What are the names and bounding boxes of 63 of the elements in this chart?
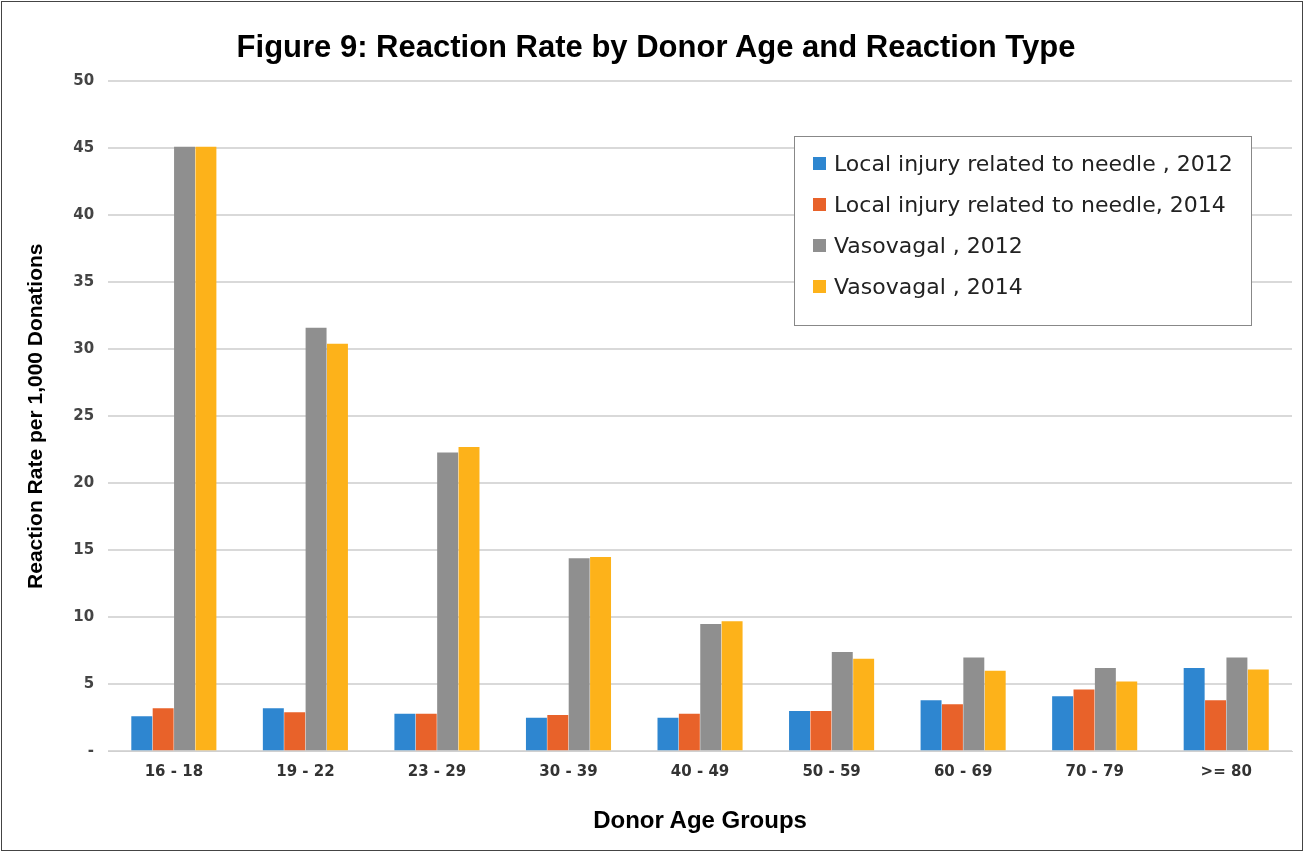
- y-tick-label: 50: [73, 71, 95, 90]
- y-tick-label: 35: [73, 272, 95, 291]
- bar: [1052, 696, 1074, 751]
- x-tick-label: >= 80: [1200, 762, 1252, 781]
- legend-label: Local injury related to needle , 2012: [834, 151, 1233, 177]
- y-tick-label: 15: [73, 540, 95, 559]
- legend-label: Vasovagal , 2012: [834, 233, 1023, 259]
- bar: [590, 556, 612, 751]
- bar: [1094, 668, 1116, 751]
- x-tick-label: 40 - 49: [670, 762, 730, 781]
- bar: [547, 715, 569, 751]
- bar: [326, 343, 348, 751]
- bar: [831, 652, 853, 751]
- bar: [1226, 657, 1248, 751]
- bar: [262, 708, 284, 751]
- bar: [305, 327, 327, 751]
- bar: [789, 711, 810, 751]
- bar: [853, 658, 875, 751]
- bar: [437, 452, 459, 751]
- bar: [458, 447, 480, 751]
- bar: [657, 717, 679, 751]
- bar: [174, 146, 196, 751]
- x-tick-label: 23 - 29: [407, 762, 467, 781]
- chart-title: Figure 9: Reaction Rate by Donor Age and Reaction Type: [236, 29, 1076, 65]
- legend-label: Vasovagal , 2014: [834, 274, 1023, 300]
- bar: [1205, 700, 1227, 751]
- x-tick-label: 30 - 39: [539, 762, 598, 781]
- y-tick-label: 45: [73, 138, 95, 157]
- bar: [568, 558, 590, 751]
- y-axis-title: Reaction Rate per 1,000 Donations: [23, 243, 47, 589]
- bar: [1116, 681, 1138, 751]
- bar: [920, 700, 942, 751]
- bar: [284, 712, 306, 751]
- y-tick-label: 40: [73, 205, 95, 224]
- bar: [700, 623, 722, 751]
- x-tick-label: 16 - 18: [144, 762, 204, 781]
- y-tick-label: 30: [73, 339, 95, 358]
- legend-label: Local injury related to needle, 2014: [834, 192, 1226, 218]
- x-tick-label: 70 - 79: [1065, 762, 1124, 781]
- bar: [810, 711, 832, 751]
- x-tick-label: 50 - 59: [802, 762, 861, 781]
- bar: [963, 657, 985, 751]
- bar: [984, 670, 1006, 751]
- bar: [525, 717, 547, 751]
- x-axis-title: Donor Age Groups: [593, 806, 807, 834]
- y-tick-label: 20: [73, 473, 95, 492]
- bar: [1183, 668, 1205, 751]
- bar: [131, 716, 153, 751]
- bar: [721, 621, 743, 751]
- y-tick-label: -: [87, 741, 95, 760]
- bar: [678, 713, 700, 751]
- bar: [195, 146, 217, 751]
- bar: [1073, 689, 1095, 751]
- x-tick-label: 60 - 69: [933, 762, 993, 781]
- y-tick-label: 10: [73, 607, 95, 626]
- bar: [415, 713, 437, 751]
- bar: [394, 713, 416, 751]
- y-tick-label: 5: [83, 674, 95, 693]
- bar: [1247, 669, 1269, 751]
- bar: [941, 704, 963, 751]
- bar: [152, 708, 174, 751]
- x-tick-label: 19 - 22: [276, 762, 335, 781]
- y-tick-label: 25: [73, 406, 95, 425]
